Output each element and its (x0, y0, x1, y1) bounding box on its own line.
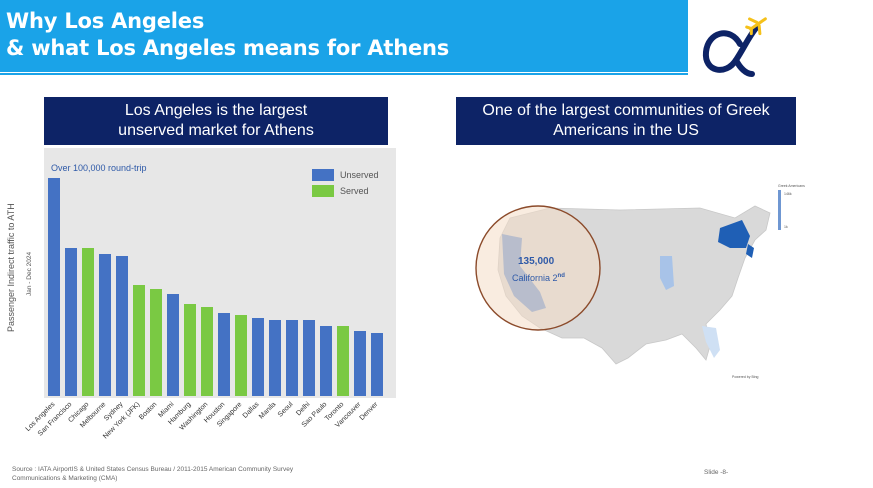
alpha-plane-logo (702, 17, 767, 77)
header-banner: Why Los Angeles & what Los Angeles means… (0, 0, 688, 72)
chart-bar (82, 247, 94, 396)
chart-bar (337, 326, 349, 396)
chart-bar (167, 293, 179, 396)
map-value: 135,000 (518, 256, 555, 267)
map-legend-min: 1k (784, 225, 788, 229)
map-state-label: California 2nd (512, 273, 565, 283)
left-panel-title-line2: unserved market for Athens (118, 122, 314, 139)
right-panel-title-line2: Americans in the US (553, 122, 699, 139)
legend-swatch-served (312, 185, 334, 197)
page-title-line2: & what Los Angeles means for Athens (6, 36, 450, 60)
chart-bar (48, 178, 60, 396)
chart-y-axis-label: Passenger Indirect traffic to ATH (6, 203, 16, 332)
map-footnote: Powered by Bing (732, 375, 759, 379)
legend-label-served: Served (340, 186, 369, 196)
chart-bar (184, 304, 196, 396)
legend-label-unserved: Unserved (340, 170, 379, 180)
map-legend-gradient (778, 190, 781, 230)
map-legend-max: 146k (784, 192, 792, 196)
chart-bar (201, 306, 213, 396)
legend-swatch-unserved (312, 169, 334, 181)
chart-bar (269, 319, 281, 396)
illinois-region (660, 256, 674, 290)
chart-bar (235, 315, 247, 396)
florida-region (702, 326, 720, 358)
chart-bar (150, 289, 162, 396)
new-jersey-region (746, 244, 754, 258)
chart-y-axis-sublabel: Jan - Dec 2024 (26, 251, 33, 296)
left-panel-title: Los Angeles is the largest unserved mark… (44, 97, 388, 145)
footer-source-line1: Source : IATA AirportIS & United States … (12, 466, 294, 473)
map-state-ordinal: nd (557, 273, 565, 279)
right-panel-title: One of the largest communities of Greek … (456, 97, 796, 145)
map-legend-title: Greek Americans (778, 184, 805, 188)
chart-bar (65, 247, 77, 396)
page-title-line1: Why Los Angeles (6, 9, 205, 33)
footer-source: Source : IATA AirportIS & United States … (12, 465, 293, 483)
chart-bar (303, 319, 315, 396)
slide-number: Slide -8- (704, 469, 729, 476)
chart-annotation: Over 100,000 round-trip (51, 163, 147, 173)
chart-bar (218, 313, 230, 396)
chart-bar (133, 284, 145, 396)
chart-bar (371, 332, 383, 396)
footer-source-line2: Communications & Marketing (CMA) (12, 475, 118, 482)
chart-bar (116, 256, 128, 396)
header-divider (0, 73, 688, 75)
new-york-region (718, 220, 750, 248)
chart-bar (320, 326, 332, 396)
highlight-circle (475, 205, 601, 331)
chart-bar (99, 254, 111, 396)
left-panel-title-line1: Los Angeles is the largest (124, 102, 308, 119)
right-panel-title-line1: One of the largest communities of Greek (482, 102, 770, 119)
map-state-name: California 2 (512, 273, 558, 283)
chart-bar (252, 317, 264, 396)
us-map: Greek Americans 146k 1k Powered by Bing (475, 184, 805, 379)
chart-bar (286, 319, 298, 396)
chart-bar (354, 330, 366, 396)
